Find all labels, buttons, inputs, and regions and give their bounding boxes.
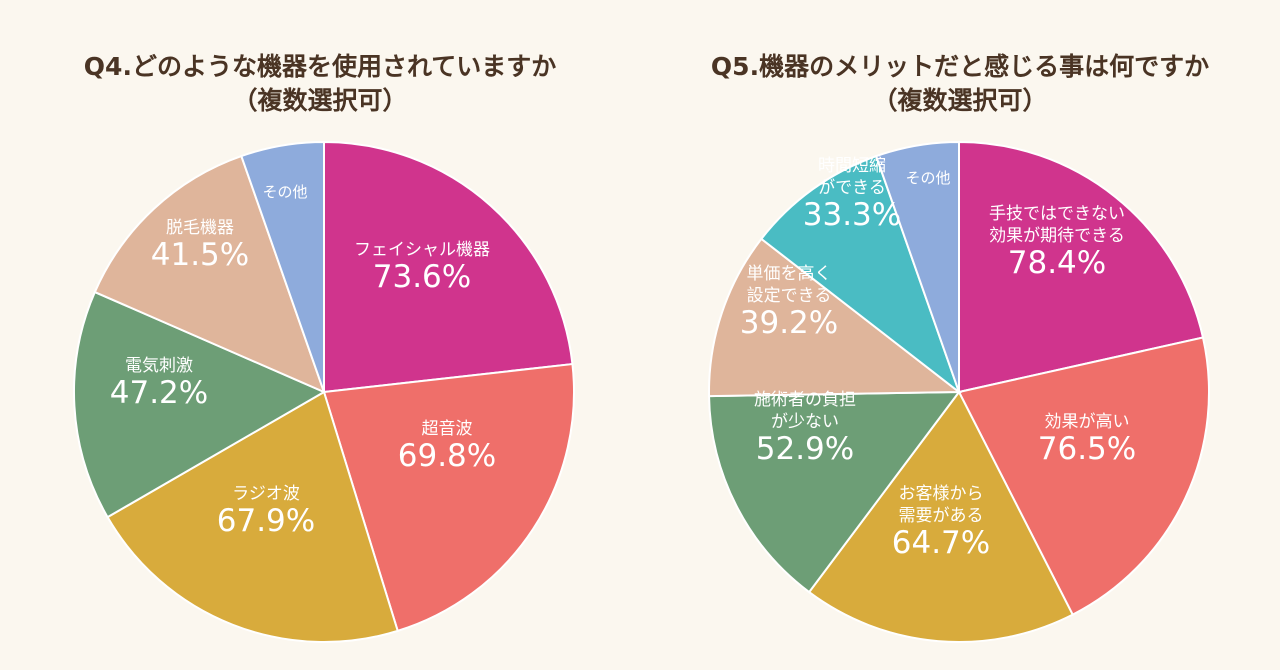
slice-value-label: 76.5% bbox=[1038, 431, 1136, 467]
pie-slice bbox=[240, 140, 325, 393]
slice-value-label: 41.5% bbox=[151, 237, 249, 273]
slice-label: が少ない bbox=[771, 412, 839, 432]
pie-slice bbox=[759, 154, 962, 395]
pie-slice bbox=[73, 290, 327, 519]
slice-value-label: 39.2% bbox=[740, 305, 838, 341]
slice-value-label: 64.7% bbox=[892, 525, 990, 561]
pie-slice bbox=[708, 237, 962, 398]
slice-label: 設定できる bbox=[747, 286, 832, 306]
slice-label: 手技ではできない bbox=[989, 204, 1125, 224]
slice-label: お客様から bbox=[899, 484, 984, 504]
slice-label: 効果が期待できる bbox=[989, 226, 1125, 246]
slice-value-label: 47.2% bbox=[110, 375, 208, 411]
slice-label: 超音波 bbox=[422, 419, 473, 439]
slice-label: 施術者の負担 bbox=[754, 390, 856, 410]
slice-value-label: 67.9% bbox=[217, 503, 315, 539]
pie-slice bbox=[323, 140, 574, 394]
pie-slice bbox=[958, 140, 1205, 394]
slice-label: 単価を高く bbox=[747, 264, 832, 284]
slice-label: 効果が高い bbox=[1045, 412, 1130, 432]
chart-q5: Q5.機器のメリットだと感じる事は何ですか （複数選択可） 手技ではできない 効果… bbox=[640, 0, 1280, 670]
chart-title: Q4.どのような機器を使用されていますか bbox=[83, 52, 557, 81]
chart-subtitle: （複数選択可） bbox=[872, 86, 1048, 115]
pie-slice bbox=[322, 362, 575, 633]
slice-label: 需要がある bbox=[899, 506, 984, 526]
chart-q4: Q4.どのような機器を使用されていますか （複数選択可） フェイシャル機器 73.… bbox=[73, 52, 575, 643]
slice-label: 時間短縮 bbox=[818, 156, 886, 176]
pie-slice bbox=[807, 390, 1075, 643]
slice-label: ができる bbox=[818, 178, 886, 198]
slice-label: フェイシャル機器 bbox=[354, 240, 490, 260]
slice-label: その他 bbox=[262, 183, 307, 201]
pie-slice bbox=[708, 390, 962, 594]
slice-label: ラジオ波 bbox=[232, 484, 300, 504]
chart-title: Q5.機器のメリットだと感じる事は何ですか bbox=[710, 52, 1210, 81]
slice-value-label: 69.8% bbox=[398, 438, 496, 474]
slice-value-label: 52.9% bbox=[756, 431, 854, 467]
pie-slice bbox=[93, 154, 326, 394]
pie-slice bbox=[957, 336, 1210, 616]
slice-value-label: 78.4% bbox=[1008, 245, 1106, 281]
pie-slice bbox=[106, 390, 399, 643]
chart-subtitle: （複数選択可） bbox=[232, 86, 408, 115]
slice-label: 電気刺激 bbox=[125, 356, 193, 376]
slice-label: その他 bbox=[905, 169, 950, 187]
pie-slice bbox=[874, 140, 960, 393]
slice-value-label: 73.6% bbox=[373, 259, 471, 295]
slice-value-label: 33.3% bbox=[803, 197, 901, 233]
slice-label: 脱毛機器 bbox=[166, 218, 234, 238]
